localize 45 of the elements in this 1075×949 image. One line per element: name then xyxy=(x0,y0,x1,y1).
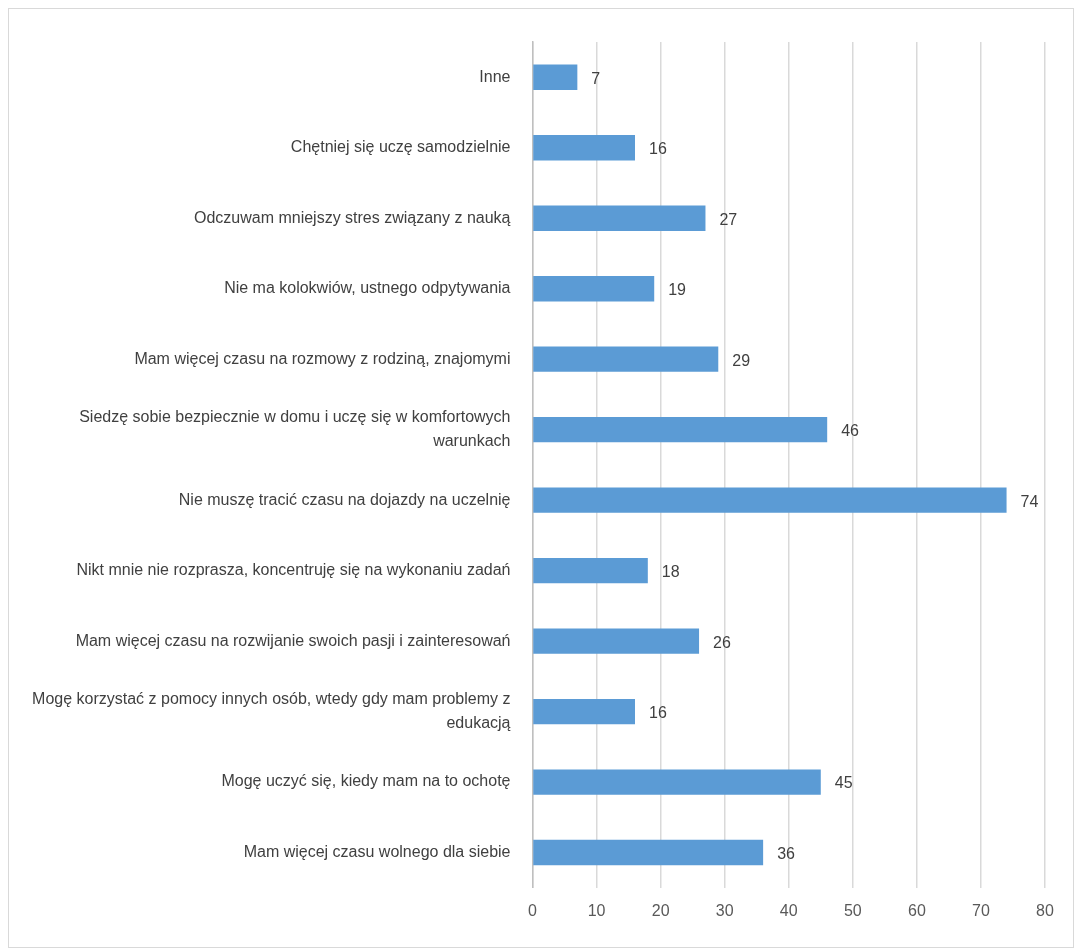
data-label: 27 xyxy=(719,210,738,228)
x-tick-label: 50 xyxy=(843,901,862,919)
x-tick-label: 0 xyxy=(528,901,538,919)
y-tick-label: Odczuwam mniejszy stres związany z nauką xyxy=(193,208,511,226)
y-tick-label: Mam więcej czasu wolnego dla siebie xyxy=(243,842,511,860)
data-label: 46 xyxy=(841,422,860,440)
data-label: 7 xyxy=(591,69,601,87)
x-tick-label: 80 xyxy=(1036,901,1054,919)
x-tick-label: 30 xyxy=(715,901,734,919)
bar xyxy=(533,698,635,725)
data-label: 16 xyxy=(649,140,667,158)
y-tick-label: Inne xyxy=(479,67,511,85)
y-tick-label: Nie ma kolokwiów, ustnego odpytywania xyxy=(224,279,511,297)
y-tick-label: Mam więcej czasu na rozwijanie swoich pasji i zainteresowań xyxy=(75,631,511,649)
data-label: 19 xyxy=(668,281,687,299)
y-tick-label: Chętniej się uczę samodzielnie xyxy=(290,138,511,156)
x-tick-label: 10 xyxy=(587,901,606,919)
bar xyxy=(533,276,655,302)
bar xyxy=(533,346,719,372)
bar xyxy=(533,487,1007,513)
y-tick-label: Mogę korzystać z pomocy innych osób, wtedy gdy mam problemy z edukacją xyxy=(32,690,511,731)
data-label: 29 xyxy=(732,351,751,369)
bar xyxy=(533,628,700,654)
bar xyxy=(533,205,706,231)
data-label: 16 xyxy=(649,704,667,721)
data-label: 18 xyxy=(661,563,680,581)
x-tick-label: 60 xyxy=(907,901,926,919)
data-label: 74 xyxy=(1020,492,1039,510)
bar xyxy=(533,557,648,584)
bar xyxy=(533,769,821,795)
x-tick-label: 20 xyxy=(651,901,670,919)
y-tick-label: Nikt mnie nie rozprasza, koncentruję się na wykonaniu zadań xyxy=(76,561,511,579)
bar xyxy=(533,839,764,866)
y-tick-label: Nie muszę tracić czasu na dojazdy na uczelnię xyxy=(178,490,511,508)
bar xyxy=(533,135,635,161)
x-tick-label: 40 xyxy=(779,901,798,919)
x-tick-label: 70 xyxy=(972,901,990,919)
bar xyxy=(533,416,828,443)
data-label: 36 xyxy=(777,844,796,862)
data-label: 26 xyxy=(713,633,731,651)
y-tick-label: Siedzę sobie bezpiecznie w domu i uczę się w komfortowych warunkach xyxy=(79,408,511,449)
y-tick-label: Mam więcej czasu na rozmowy z rodziną, znajomymi xyxy=(134,349,511,367)
data-label: 45 xyxy=(834,774,853,792)
bar xyxy=(533,64,578,90)
y-tick-label: Mogę uczyć się, kiedy mam na to ochotę xyxy=(221,772,511,790)
